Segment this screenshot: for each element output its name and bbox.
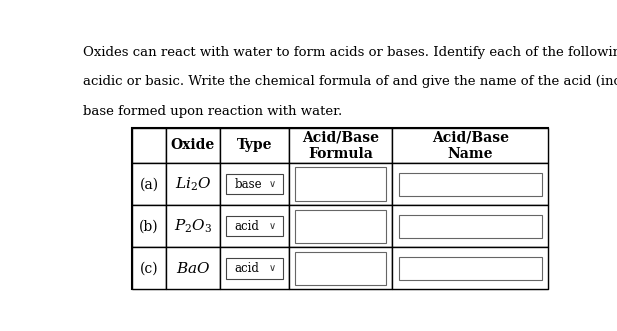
Text: (b): (b) [139, 219, 159, 233]
Bar [296, 252, 386, 285]
Text: base formed upon reaction with water.: base formed upon reaction with water. [83, 105, 342, 118]
Bar [220, 128, 289, 163]
Text: Oxide: Oxide [171, 138, 215, 153]
Bar [132, 205, 166, 247]
Bar [132, 163, 166, 205]
Text: Oxides can react with water to form acids or bases. Identify each of the followi: Oxides can react with water to form acid… [83, 46, 617, 59]
Text: Type: Type [237, 138, 272, 153]
Text: acid: acid [234, 220, 260, 233]
Bar [166, 247, 220, 290]
Bar [132, 128, 166, 163]
Bar [132, 247, 166, 290]
Bar [226, 174, 283, 194]
Text: (a): (a) [139, 177, 159, 191]
Bar [399, 172, 542, 196]
Text: ∨: ∨ [269, 221, 276, 231]
Bar [226, 216, 283, 236]
Bar [166, 205, 220, 247]
Bar [399, 257, 542, 280]
Text: acid: acid [234, 262, 260, 275]
Text: Acid/Base
Name: Acid/Base Name [432, 130, 509, 161]
Bar [166, 128, 220, 163]
Bar [296, 167, 386, 201]
Bar [166, 163, 220, 205]
Text: base: base [234, 178, 262, 191]
Bar [132, 128, 548, 290]
Bar [289, 128, 392, 163]
Bar [392, 205, 548, 247]
Text: acidic or basic. Write the chemical formula of and give the name of the acid (in: acidic or basic. Write the chemical form… [83, 75, 617, 88]
Bar [220, 205, 289, 247]
Text: ∨: ∨ [269, 263, 276, 273]
Bar [226, 259, 283, 279]
Bar [392, 163, 548, 205]
Bar [220, 163, 289, 205]
Text: Acid/Base
Formula: Acid/Base Formula [302, 130, 379, 161]
Bar [399, 214, 542, 238]
Bar [289, 247, 392, 290]
Text: $Li_2O$: $Li_2O$ [175, 175, 211, 193]
Bar [220, 247, 289, 290]
Bar [289, 205, 392, 247]
Text: ∨: ∨ [269, 179, 276, 189]
Bar [289, 163, 392, 205]
Bar [296, 210, 386, 243]
Bar [392, 128, 548, 163]
Text: $P_2O_3$: $P_2O_3$ [174, 218, 212, 235]
Bar [392, 247, 548, 290]
Text: (c): (c) [139, 261, 159, 275]
Text: $BaO$: $BaO$ [175, 261, 210, 276]
